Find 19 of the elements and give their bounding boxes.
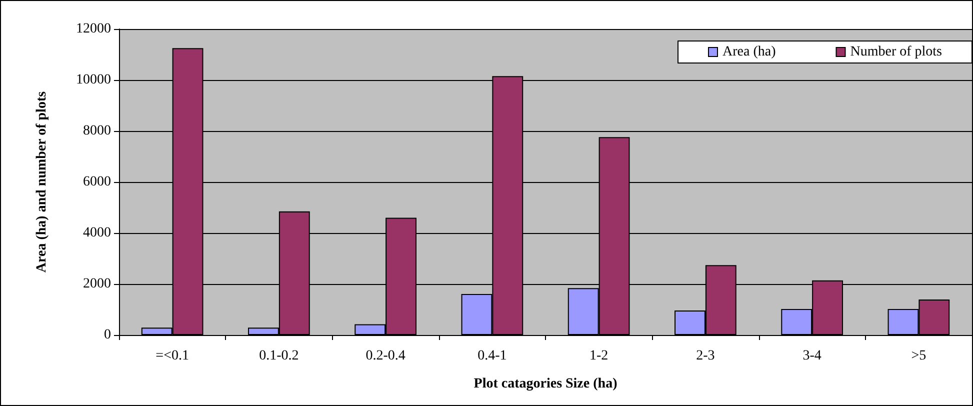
y-tick-label: 8000	[83, 124, 111, 138]
x-tick-label: 2-3	[696, 348, 715, 364]
legend-label: Number of plots	[850, 44, 942, 60]
x-tick-label: 3-4	[802, 348, 822, 364]
x-tick-label: 0.4-1	[478, 348, 507, 364]
x-tick-label: 0.2-0.4	[366, 348, 406, 364]
y-tick-label: 4000	[83, 226, 111, 240]
y-tick-label: 10000	[76, 72, 111, 88]
y-tick-label: 12000	[76, 22, 111, 36]
y-tick-label: 6000	[83, 174, 111, 190]
legend-label: Area (ha)	[722, 44, 776, 60]
y-tick-label: 0	[104, 328, 111, 342]
y-tick-label: 2000	[83, 276, 111, 292]
x-tick-label: 1-2	[589, 348, 608, 364]
y-axis-title: Area (ha) and number of plots	[34, 90, 50, 273]
x-tick-label: 0.1-0.2	[259, 348, 299, 364]
x-tick-label: >5	[911, 348, 926, 364]
x-axis-title: Plot catagories Size (ha)	[474, 376, 618, 392]
x-tick-label: =<0.1	[156, 348, 189, 364]
